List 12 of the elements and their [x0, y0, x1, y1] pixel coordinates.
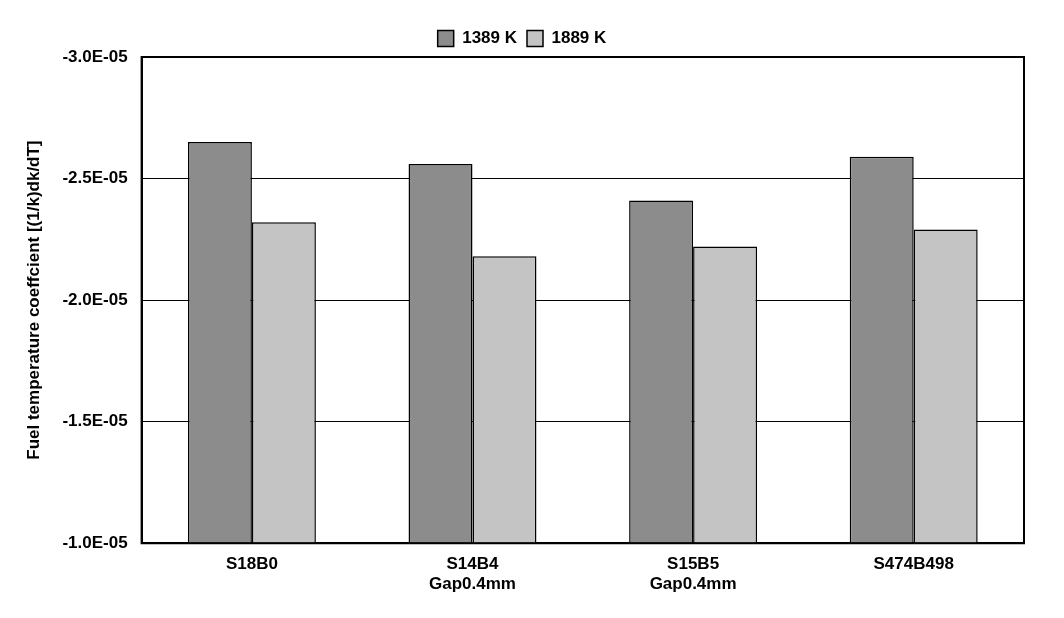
x-tick-label: S15B5 Gap0.4mm — [649, 554, 737, 594]
y-tick-label: -3.0E-05 — [62, 46, 128, 66]
x-tick-label: S18B0 — [225, 554, 278, 574]
y-tick-label: -2.5E-05 — [62, 168, 128, 188]
y-tick-label: -1.0E-05 — [62, 532, 128, 552]
y-axis-title: Fuel temperature coeffcient [(1/k)dk/dT] — [23, 140, 43, 460]
y-tick-label: -1.5E-05 — [62, 411, 128, 431]
legend-label: 1889 K — [551, 28, 608, 48]
x-tick-label: S14B4 Gap0.4mm — [429, 554, 516, 594]
y-tick-label: -2.0E-05 — [62, 289, 128, 309]
legend-label: 1389 K — [462, 28, 518, 48]
x-tick-label: S474B498 — [873, 554, 954, 574]
